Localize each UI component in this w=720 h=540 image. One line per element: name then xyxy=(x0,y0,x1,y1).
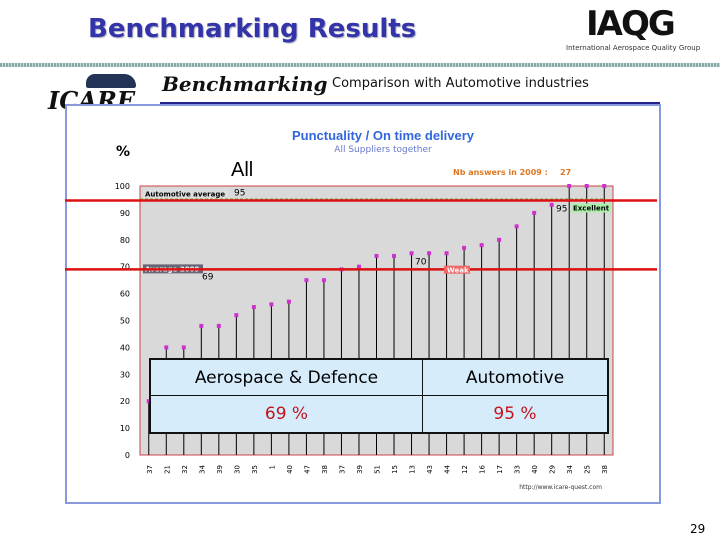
data-point xyxy=(479,243,484,248)
threshold-value: 70 xyxy=(415,258,427,268)
y-tick-label: 100 xyxy=(115,182,130,191)
x-tick-label: 17 xyxy=(496,465,504,474)
x-tick-label: 16 xyxy=(479,464,487,473)
reference-label-box xyxy=(143,189,228,199)
data-point xyxy=(181,345,186,350)
y-tick-label: 60 xyxy=(120,290,130,299)
x-tick-label: 32 xyxy=(181,465,189,474)
reference-value: 95 xyxy=(234,188,245,198)
threshold-box xyxy=(444,265,470,274)
data-point xyxy=(427,251,432,256)
threshold-label: Weak xyxy=(447,267,469,275)
iaqg-logo: IAQG International Aerospace Quality Grou… xyxy=(566,4,701,52)
x-tick-label: 30 xyxy=(233,465,241,474)
threshold-box xyxy=(571,203,611,213)
x-tick-label: 47 xyxy=(303,465,311,474)
data-point xyxy=(374,253,379,258)
y-tick-label: 40 xyxy=(120,343,130,352)
x-tick-label: 1 xyxy=(268,465,276,469)
data-point xyxy=(286,299,291,304)
x-tick-label: 39 xyxy=(216,465,224,474)
threshold-value: 95 xyxy=(556,204,567,214)
data-point xyxy=(304,278,309,283)
answers-label: Nb answers in 2009 : xyxy=(453,168,548,177)
data-point xyxy=(532,210,537,215)
data-point xyxy=(514,224,519,229)
x-tick-label: 39 xyxy=(356,465,364,474)
page-title: Benchmarking Results xyxy=(88,14,417,44)
x-tick-label: 29 xyxy=(549,465,557,474)
page-number: 29 xyxy=(690,522,706,536)
value-automotive: 95 % xyxy=(493,404,537,424)
x-tick-label: 21 xyxy=(163,465,171,474)
data-point xyxy=(321,278,326,283)
x-tick-label: 25 xyxy=(584,465,592,474)
y-tick-label: 50 xyxy=(120,317,130,326)
data-point xyxy=(602,184,607,188)
data-point xyxy=(216,323,221,328)
data-point xyxy=(251,305,256,310)
y-tick-label: 90 xyxy=(120,209,130,218)
data-point xyxy=(584,184,589,188)
header-aerospace: Aerospace & Defence xyxy=(151,360,423,396)
data-point xyxy=(356,264,361,269)
group-label: All xyxy=(231,159,253,181)
x-tick-label: 44 xyxy=(444,464,452,473)
x-tick-label: 43 xyxy=(426,465,434,474)
answers-count: 27 xyxy=(560,168,571,177)
y-tick-label: 80 xyxy=(120,236,130,245)
chart-title: Punctuality / On time delivery xyxy=(292,128,475,143)
data-point xyxy=(549,202,554,207)
data-point xyxy=(567,184,572,188)
data-point xyxy=(462,245,467,250)
data-point xyxy=(392,253,397,258)
x-tick-label: 38 xyxy=(321,465,329,474)
x-tick-label: 40 xyxy=(531,465,539,474)
x-tick-label: 38 xyxy=(601,465,609,474)
y-tick-label: 30 xyxy=(120,370,130,379)
x-tick-label: 37 xyxy=(338,465,346,474)
x-tick-label: 15 xyxy=(391,465,399,474)
data-point xyxy=(234,313,239,318)
y-tick-label: 70 xyxy=(120,263,130,272)
divider xyxy=(0,63,720,67)
y-tick-label: 0 xyxy=(125,451,130,460)
y-tick-label: 10 xyxy=(120,424,130,433)
x-tick-label: 33 xyxy=(514,465,522,474)
data-point xyxy=(269,302,274,307)
divider xyxy=(160,102,660,104)
chart-subtitle: All Suppliers together xyxy=(334,145,432,155)
x-tick-label: 40 xyxy=(286,465,294,474)
subtitle: Comparison with Automotive industries xyxy=(332,76,589,91)
x-tick-label: 13 xyxy=(409,465,417,474)
threshold-label: Excellent xyxy=(573,204,610,212)
value-aerospace: 69 % xyxy=(151,396,423,432)
x-tick-label: 35 xyxy=(251,465,259,474)
x-tick-label: 51 xyxy=(374,465,382,474)
x-tick-label: 37 xyxy=(146,465,154,474)
x-tick-label: 34 xyxy=(566,464,574,473)
car-icon xyxy=(86,74,136,88)
data-point xyxy=(444,251,449,256)
x-tick-label: 34 xyxy=(198,464,206,473)
reference-value: 69 xyxy=(202,272,214,282)
data-point xyxy=(146,399,151,404)
header-automotive: Automotive xyxy=(423,360,607,396)
reference-label: Automotive average xyxy=(145,190,225,198)
data-point xyxy=(497,237,502,242)
comparison-table: Aerospace & Defence Automotive 69 % 95 % xyxy=(149,358,609,434)
x-tick-label: 12 xyxy=(461,465,469,474)
data-point xyxy=(164,345,169,350)
y-axis-label: % xyxy=(116,144,130,160)
benchmarking-label: Benchmarking xyxy=(162,72,328,96)
source-url: http://www.icare-quest.com xyxy=(519,484,602,491)
data-point xyxy=(199,323,204,328)
data-point xyxy=(409,251,414,256)
y-tick-label: 20 xyxy=(120,397,130,406)
